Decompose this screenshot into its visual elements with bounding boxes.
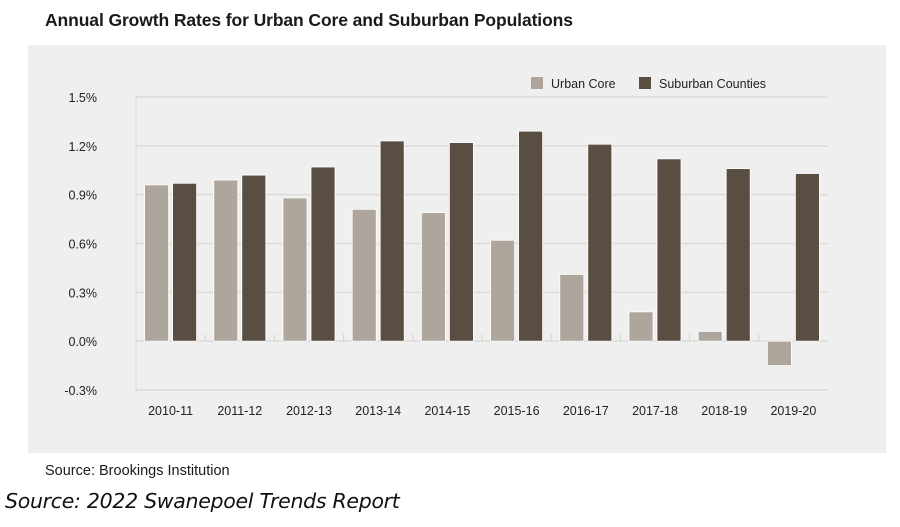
bar-urban-core <box>490 239 516 342</box>
x-tick-label: 2019-20 <box>770 404 816 418</box>
legend-swatch-suburban-counties <box>639 77 651 89</box>
legend-label-urban-core: Urban Core <box>551 77 616 91</box>
x-tick-label: 2018-19 <box>701 404 747 418</box>
y-tick-label: 0.3% <box>69 286 98 300</box>
bar-suburban-counties <box>172 182 198 342</box>
bar-suburban-counties <box>448 142 474 342</box>
bar-suburban-counties <box>241 174 267 342</box>
bar-suburban-counties <box>379 140 405 342</box>
bar-urban-core <box>697 330 723 342</box>
bar-urban-core <box>282 197 308 342</box>
bar-suburban-counties <box>656 158 682 342</box>
bar-urban-core <box>144 184 170 342</box>
bar-urban-core <box>351 208 377 342</box>
x-tick-label: 2012-13 <box>286 404 332 418</box>
report-caption: Source: 2022 Swanepoel Trends Report <box>5 489 400 513</box>
bar-urban-core <box>420 212 446 342</box>
x-tick-label: 2013-14 <box>355 404 401 418</box>
x-tick-label: 2011-12 <box>217 404 262 418</box>
y-tick-label: 1.2% <box>69 140 98 154</box>
bar-suburban-counties <box>310 166 336 342</box>
y-axis-ticks: 1.5% 1.2% 0.9% 0.6% 0.3% 0.0% -0.3% <box>64 91 97 398</box>
y-tick-label: 0.0% <box>69 335 98 349</box>
bar-urban-core <box>213 179 239 342</box>
bar-suburban-counties <box>518 130 543 342</box>
x-axis-ticks: 2010-11 2011-12 2012-13 2013-14 2014-15 2015-… <box>148 404 816 418</box>
bar-urban-core <box>628 311 654 342</box>
bars <box>144 130 820 366</box>
x-tick-label: 2015-16 <box>494 404 540 418</box>
legend-label-suburban-counties: Suburban Counties <box>659 77 766 91</box>
bar-suburban-counties <box>725 168 751 342</box>
x-tick-label: 2014-15 <box>424 404 470 418</box>
x-tick-label: 2010-11 <box>148 404 193 418</box>
x-tick-label: 2017-18 <box>632 404 678 418</box>
y-tick-label: 0.6% <box>69 238 98 252</box>
x-tick-label: 2016-17 <box>563 404 609 418</box>
bar-suburban-counties <box>795 173 820 342</box>
y-tick-label: -0.3% <box>64 384 97 398</box>
gridlines <box>135 96 828 391</box>
y-tick-label: 1.5% <box>69 91 98 105</box>
source-note: Source: Brookings Institution <box>45 463 230 479</box>
chart-title: Annual Growth Rates for Urban Core and S… <box>45 10 573 30</box>
y-tick-label: 0.9% <box>69 189 98 203</box>
bar-urban-core <box>767 340 792 366</box>
legend: Urban Core Suburban Counties <box>531 77 766 91</box>
bar-suburban-counties <box>587 143 613 342</box>
bar-urban-core <box>559 274 585 342</box>
legend-swatch-urban-core <box>531 77 543 89</box>
